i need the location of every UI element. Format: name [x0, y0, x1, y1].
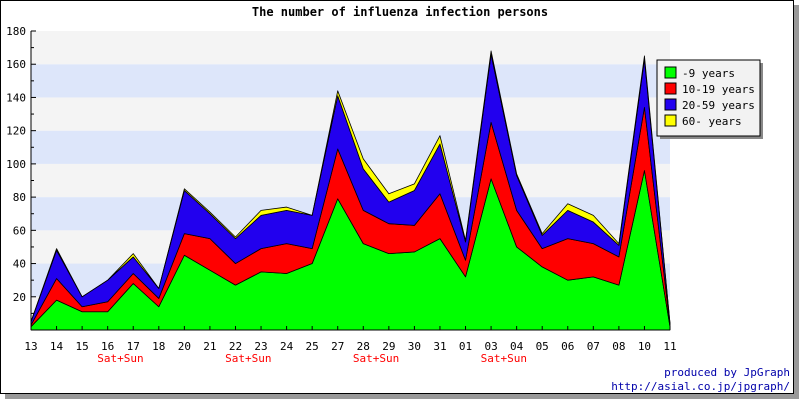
y-axis-ticks: 20 40 60 80 100 120 140 160 180	[6, 25, 36, 331]
y-tick-label: 60	[13, 224, 26, 237]
x-tick-label: 13	[24, 340, 37, 353]
x-tick-label: 10	[638, 340, 651, 353]
x-tick-label: 07	[587, 340, 600, 353]
weekend-markers: Sat+Sun Sat+Sun Sat+Sun Sat+Sun	[97, 352, 527, 365]
x-tick-label: 23	[254, 340, 267, 353]
series-area-4	[30, 50, 671, 324]
legend-swatch	[664, 66, 677, 79]
weekend-label: Sat+Sun	[97, 352, 143, 365]
y-tick-label: 20	[13, 291, 26, 304]
legend-label: -9 years	[682, 67, 735, 80]
legend-swatch	[664, 98, 677, 111]
x-tick-label: 08	[612, 340, 625, 353]
x-tick-label: 24	[280, 340, 294, 353]
weekend-label: Sat+Sun	[481, 352, 527, 365]
x-tick-label: 20	[178, 340, 191, 353]
frame-shadow-bottom	[5, 394, 799, 399]
x-tick-label: 30	[408, 340, 421, 353]
y-tick-label: 140	[6, 91, 26, 104]
x-tick-label: 14	[50, 340, 64, 353]
x-tick-label: 04	[510, 340, 524, 353]
x-tick-label: 18	[152, 340, 165, 353]
y-tick-label: 120	[6, 125, 26, 138]
x-tick-label: 29	[382, 340, 395, 353]
legend-label: 10-19 years	[682, 83, 755, 96]
x-tick-label: 22	[229, 340, 242, 353]
frame-shadow-right	[794, 5, 799, 399]
legend-swatch	[664, 82, 677, 95]
y-tick-label: 40	[13, 258, 26, 271]
y-tick-label: 160	[6, 58, 26, 71]
legend: -9 years 10-19 years 20-59 years 60- years	[656, 59, 763, 139]
x-axis-ticks: 13 14 15 16 17 18 20 21 22 23 24 25 27 28 29 30 31 01 03 04…	[24, 326, 677, 353]
x-tick-label: 21	[203, 340, 216, 353]
x-tick-label: 06	[561, 340, 574, 353]
x-tick-label: 25	[306, 340, 319, 353]
grid-band	[31, 31, 670, 65]
grid-band	[31, 64, 670, 98]
x-tick-label: 01	[459, 340, 472, 353]
footer-url[interactable]: http://asial.co.jp/jpgraph/	[611, 380, 790, 393]
weekend-label: Sat+Sun	[353, 352, 399, 365]
footer-credit: produced by JpGraph	[664, 366, 790, 379]
x-tick-label: 28	[357, 340, 370, 353]
y-tick-label: 180	[6, 25, 26, 38]
x-tick-label: 03	[484, 340, 497, 353]
chart-title: The number of influenza infection person…	[252, 5, 548, 19]
x-tick-label: 31	[433, 340, 446, 353]
x-tick-label: 05	[536, 340, 549, 353]
x-tick-label: 17	[127, 340, 140, 353]
x-tick-label: 15	[75, 340, 88, 353]
x-tick-label: 11	[663, 340, 676, 353]
legend-swatch	[664, 114, 677, 127]
x-tick-label: 16	[101, 340, 114, 353]
legend-label: 60- years	[682, 115, 742, 128]
y-tick-label: 80	[13, 191, 26, 204]
legend-label: 20-59 years	[682, 99, 755, 112]
x-tick-label: 27	[331, 340, 344, 353]
y-tick-label: 100	[6, 158, 26, 171]
weekend-label: Sat+Sun	[225, 352, 271, 365]
